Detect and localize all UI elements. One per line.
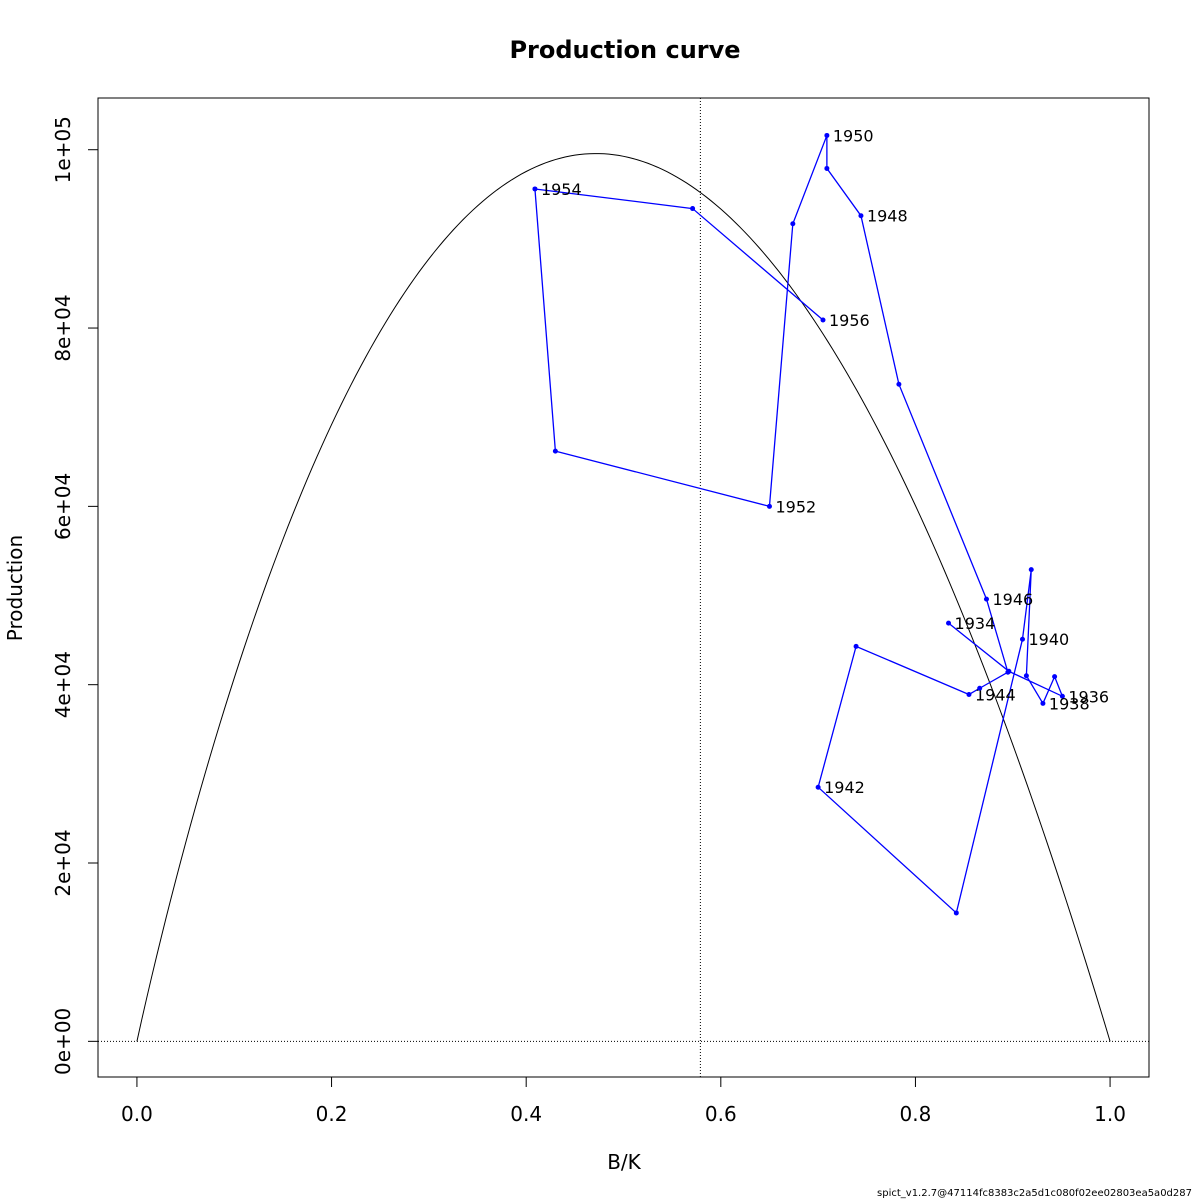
trajectory-point [953, 910, 959, 916]
x-tick-label: 0.4 [510, 1102, 542, 1126]
year-label: 1952 [775, 497, 816, 516]
trajectory-point [1052, 674, 1058, 680]
year-label: 1942 [824, 778, 865, 797]
year-label: 1956 [829, 311, 870, 330]
y-tick-label: 2e+04 [51, 829, 75, 896]
year-label: 1944 [975, 685, 1016, 704]
chart-title: Production curve [509, 36, 740, 64]
year-label: 1936 [1068, 687, 1109, 706]
version-footnote: spict_v1.2.7@47114fc8383c2a5d1c080f02ee0… [877, 1188, 1192, 1199]
year-label: 1938 [1049, 694, 1090, 713]
production-curve-layer [136, 153, 1111, 1042]
trajectory-point [690, 206, 696, 212]
y-tick-label: 0e+00 [51, 1008, 75, 1075]
trajectory-point [977, 685, 983, 691]
trajectory-point [820, 317, 826, 323]
trajectory-point [815, 784, 821, 790]
trajectory-point [1005, 669, 1011, 675]
trajectory-point [896, 381, 902, 387]
year-label: 1946 [992, 590, 1033, 609]
y-tick-label: 4e+04 [51, 651, 75, 718]
y-axis-label: Production [3, 535, 27, 641]
x-tick-label: 0.8 [900, 1102, 932, 1126]
trajectory-point [1023, 673, 1029, 679]
trajectory-point [1028, 567, 1034, 573]
trajectory-point [1040, 700, 1046, 706]
x-tick-label: 0.0 [121, 1102, 153, 1126]
x-tick-label: 0.2 [316, 1102, 348, 1126]
plot-frame [97, 97, 1150, 1078]
trajectory-point [824, 132, 830, 138]
x-tick-label: 1.0 [1094, 1102, 1126, 1126]
trajectory-point [1059, 693, 1065, 699]
trajectory-point [552, 448, 558, 454]
trajectory-point [1019, 636, 1025, 642]
trajectory-point [824, 165, 830, 171]
year-label: 1950 [833, 126, 874, 145]
y-tick-label: 1e+05 [51, 116, 75, 183]
trajectory-point [858, 213, 864, 219]
production-curve [136, 153, 1111, 1042]
trajectory-point [946, 620, 952, 626]
year-label: 1940 [1028, 630, 1069, 649]
reference-lines [98, 98, 1149, 1077]
y-tick-label: 6e+04 [51, 473, 75, 540]
year-label: 1948 [867, 207, 908, 226]
trajectory-point [766, 503, 772, 509]
trajectory-point [966, 691, 972, 697]
x-axis-label: B/K [607, 1150, 641, 1174]
trajectory-point [983, 596, 989, 602]
year-label: 1954 [541, 180, 582, 199]
y-tick-label: 8e+04 [51, 294, 75, 361]
trajectory-line [534, 135, 1064, 915]
x-axis: 0.0 0.2 0.4 0.6 0.8 1.0 [121, 1076, 1126, 1126]
trajectory-point [853, 643, 859, 649]
trajectory-point [790, 221, 796, 227]
trajectory-point [532, 186, 538, 192]
year-label: 1934 [955, 614, 996, 633]
x-tick-label: 0.6 [705, 1102, 737, 1126]
y-axis: 0e+00 2e+04 4e+04 6e+04 8e+04 1e+05 [51, 116, 99, 1075]
